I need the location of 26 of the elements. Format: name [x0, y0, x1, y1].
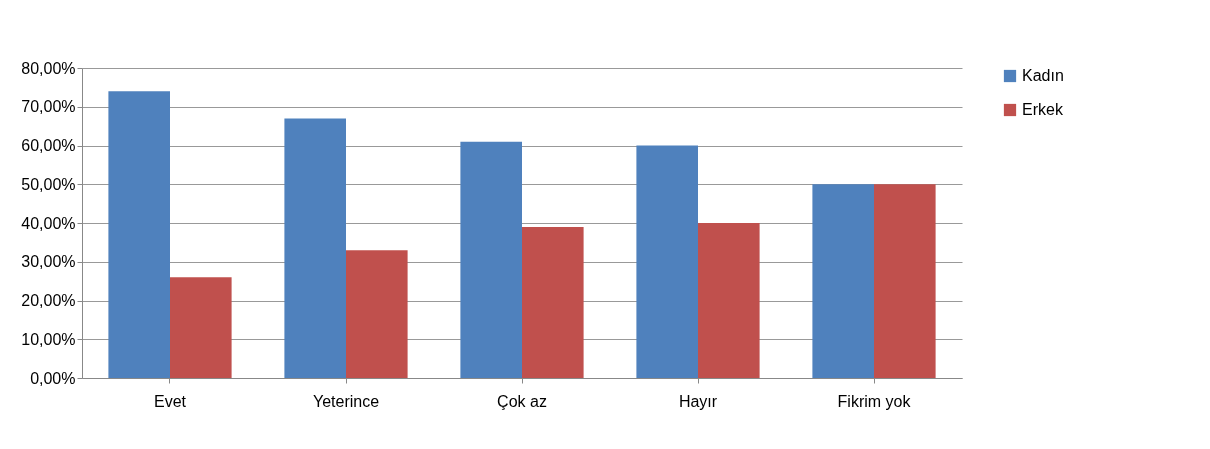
legend-label: Erkek [1022, 101, 1064, 118]
y-tick-label: 10,00% [21, 330, 76, 348]
y-tick-label: 30,00% [21, 253, 76, 271]
legend-label: Kadın [1022, 67, 1064, 84]
y-tick-label: 50,00% [21, 175, 76, 193]
bar [636, 145, 698, 378]
bar [346, 250, 408, 378]
y-tick-label: 80,00% [21, 59, 76, 77]
y-tick-label: 40,00% [21, 214, 76, 232]
y-tick-label: 60,00% [21, 137, 76, 154]
bar [874, 184, 936, 378]
bar [522, 226, 584, 378]
bar [460, 141, 522, 378]
bar [698, 223, 760, 378]
bar [170, 277, 232, 378]
y-tick-label: 0,00% [30, 369, 76, 387]
bar [108, 91, 170, 378]
y-tick-label: 70,00% [21, 98, 76, 116]
y-tick-label: 20,00% [21, 292, 76, 309]
x-tick-label: Hayır [678, 392, 718, 410]
x-tick-label: Çok az [497, 392, 547, 410]
x-tick-label: Evet [153, 392, 187, 410]
x-tick-label: Fikrim yok [837, 392, 912, 410]
bar [284, 118, 346, 378]
bar [812, 184, 874, 378]
x-tick-label: Yeterince [312, 392, 380, 410]
